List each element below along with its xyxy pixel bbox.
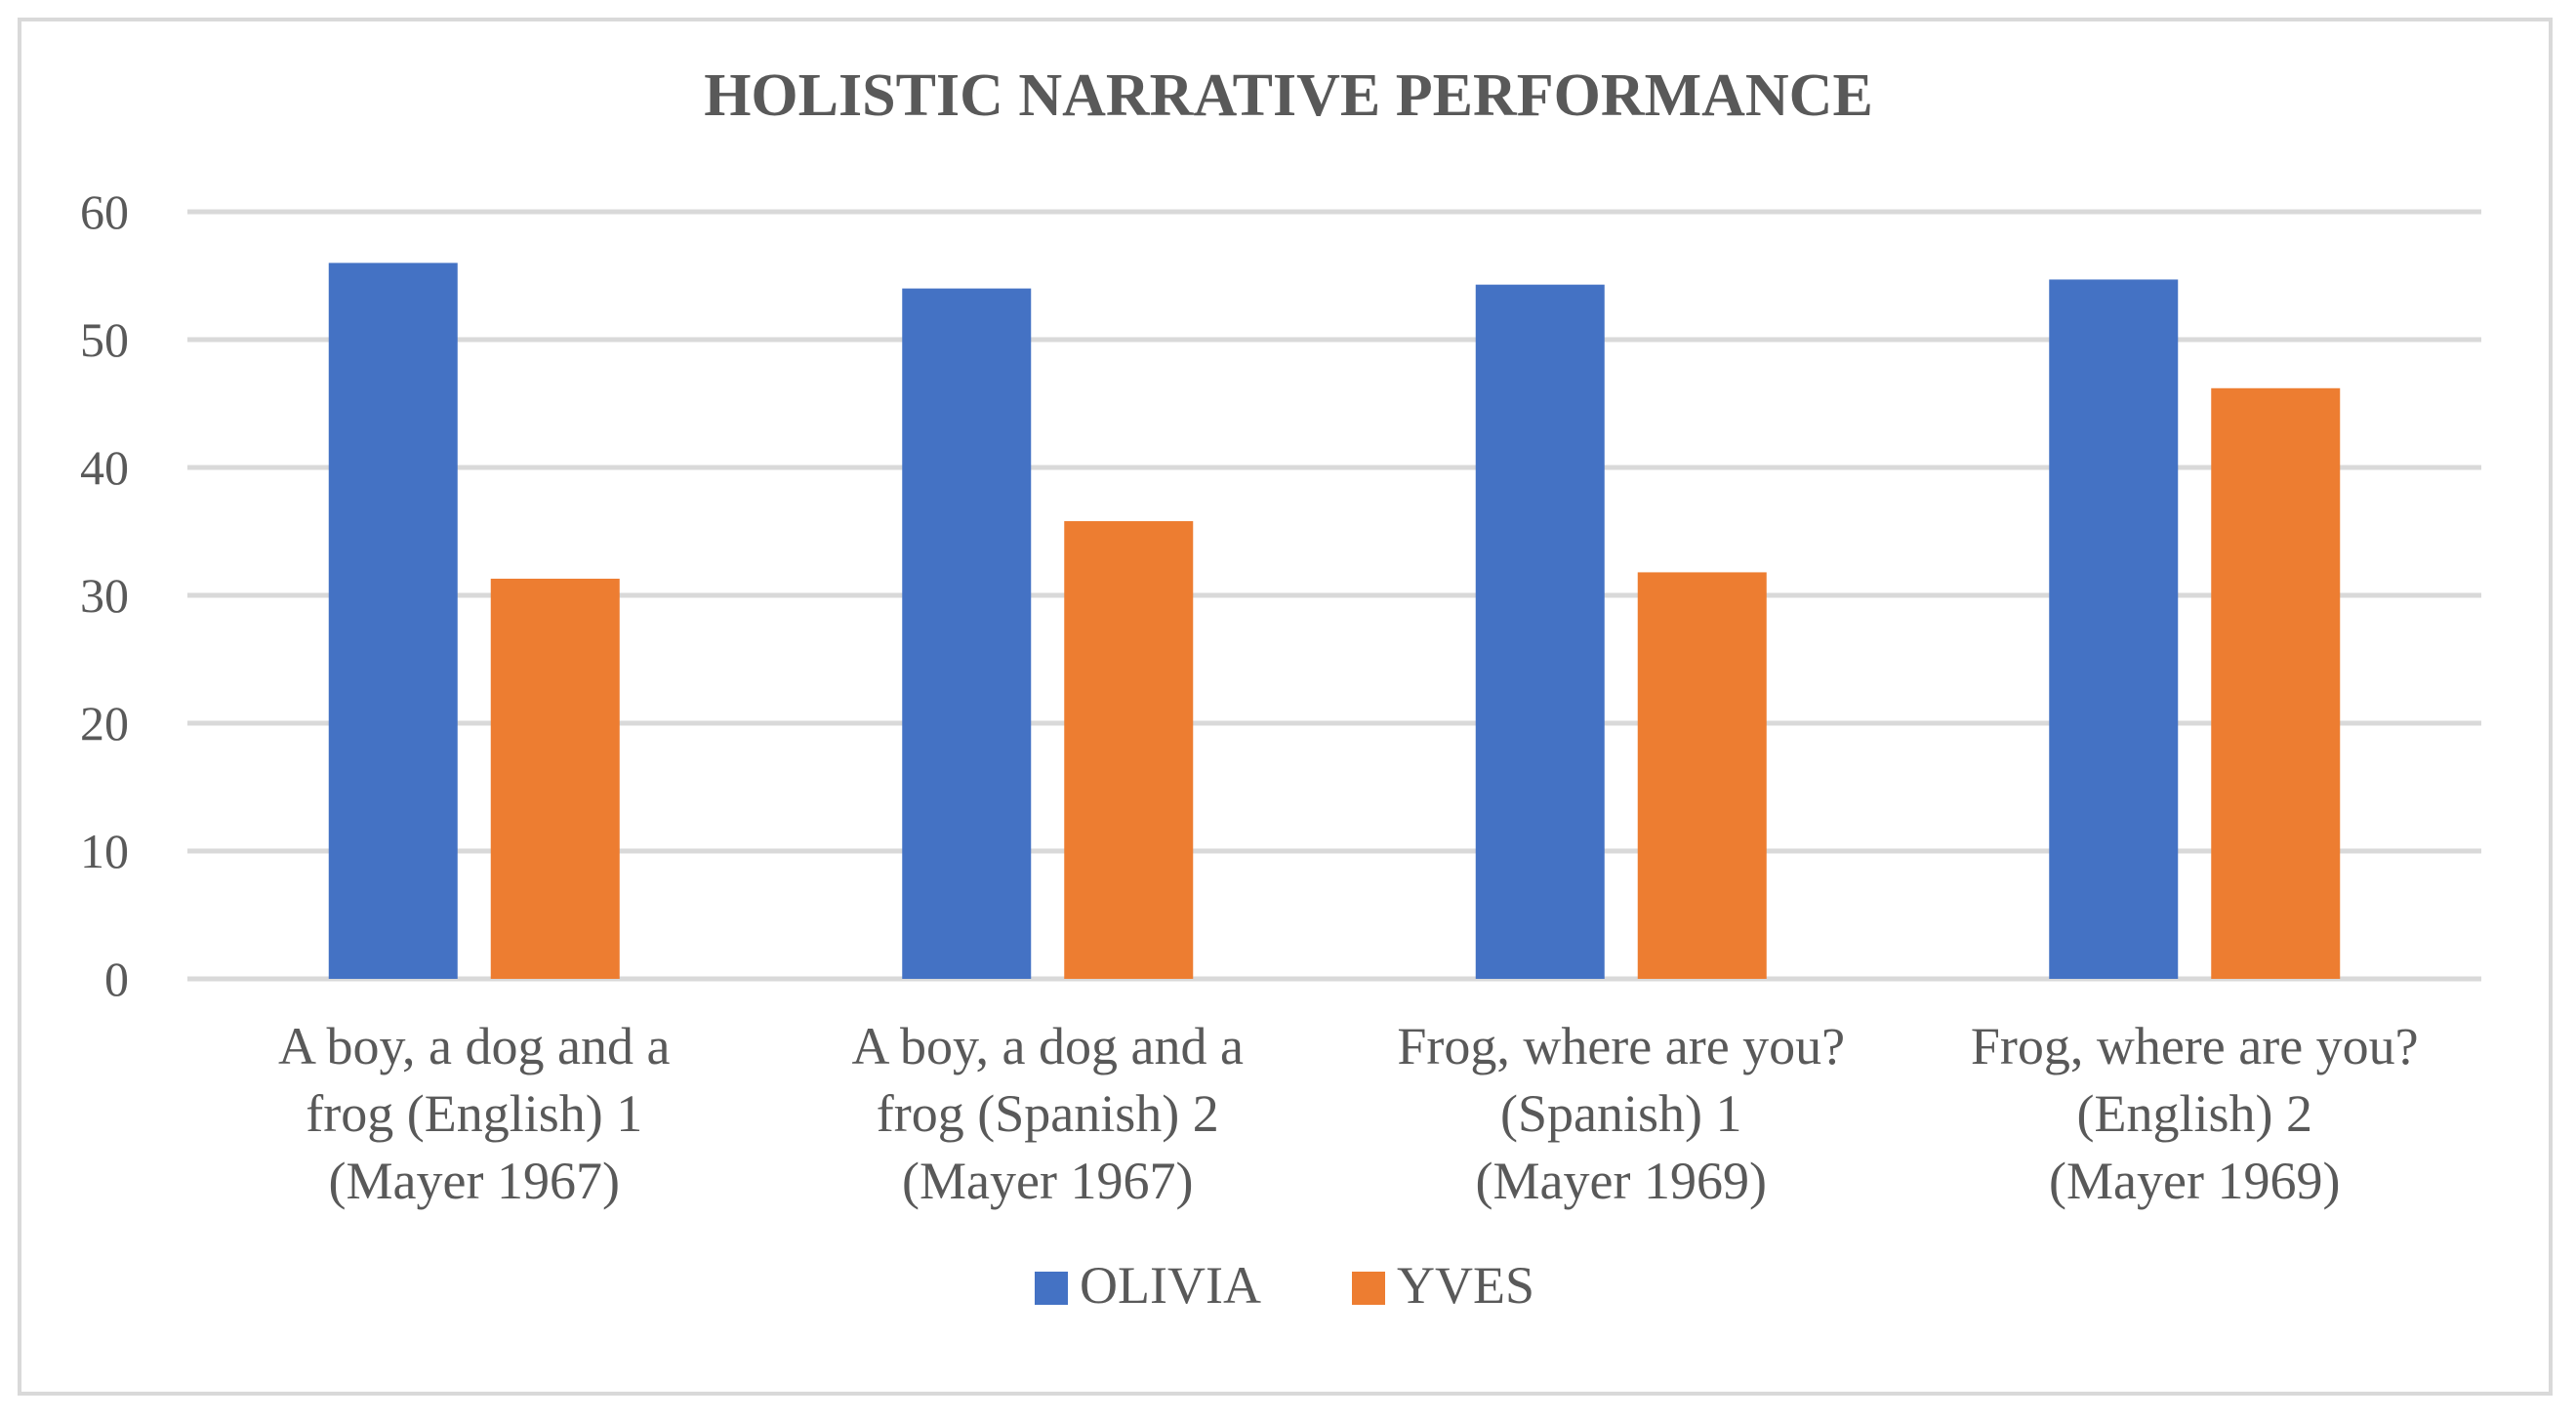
x-category-label: (Mayer 1967) — [329, 1152, 620, 1210]
x-category-label: A boy, a dog and a — [852, 1017, 1244, 1075]
x-category-label: (Spanish) 1 — [1500, 1084, 1741, 1143]
bar-olivia-4 — [2049, 279, 2179, 979]
x-category-label: (Mayer 1969) — [2049, 1152, 2340, 1210]
chart-title: HOLISTIC NARRATIVE PERFORMANCE — [704, 62, 1873, 129]
legend: OLIVIA YVES — [1035, 1256, 1534, 1315]
legend-swatch-yves — [1352, 1272, 1385, 1305]
x-category-label: Frog, where are you? — [1397, 1017, 1845, 1075]
y-tick-label: 60 — [80, 184, 129, 239]
y-tick-label: 30 — [80, 568, 129, 623]
bar-yves-3 — [1637, 572, 1767, 979]
bar-olivia-2 — [902, 288, 1032, 980]
legend-label-yves: YVES — [1397, 1256, 1534, 1315]
y-axis-ticks: 0 10 20 30 40 50 60 — [80, 184, 129, 1006]
y-tick-label: 50 — [80, 312, 129, 367]
x-category-label: Frog, where are you? — [1971, 1017, 2419, 1075]
legend-label-olivia: OLIVIA — [1080, 1256, 1261, 1315]
x-axis-category-labels: A boy, a dog and a frog (English) 1 (Mayer… — [278, 1017, 2419, 1210]
x-category-label: (Mayer 1969) — [1476, 1152, 1767, 1210]
bar-olivia-1 — [328, 263, 458, 979]
bar-olivia-3 — [1475, 284, 1605, 979]
legend-swatch-olivia — [1035, 1272, 1068, 1305]
x-category-label: frog (Spanish) 2 — [877, 1084, 1219, 1143]
x-category-label: A boy, a dog and a — [278, 1017, 670, 1075]
y-tick-label: 0 — [104, 952, 129, 1006]
x-category-label: frog (English) 1 — [306, 1084, 642, 1143]
y-tick-label: 20 — [80, 696, 129, 750]
x-category-label: (Mayer 1967) — [902, 1152, 1193, 1210]
bar-yves-1 — [490, 578, 620, 979]
x-category-label: (English) 2 — [2077, 1084, 2312, 1143]
bars — [328, 263, 2341, 980]
bar-yves-2 — [1064, 521, 1194, 979]
y-tick-label: 40 — [80, 440, 129, 495]
bar-yves-4 — [2211, 387, 2341, 979]
y-tick-label: 10 — [80, 824, 129, 878]
